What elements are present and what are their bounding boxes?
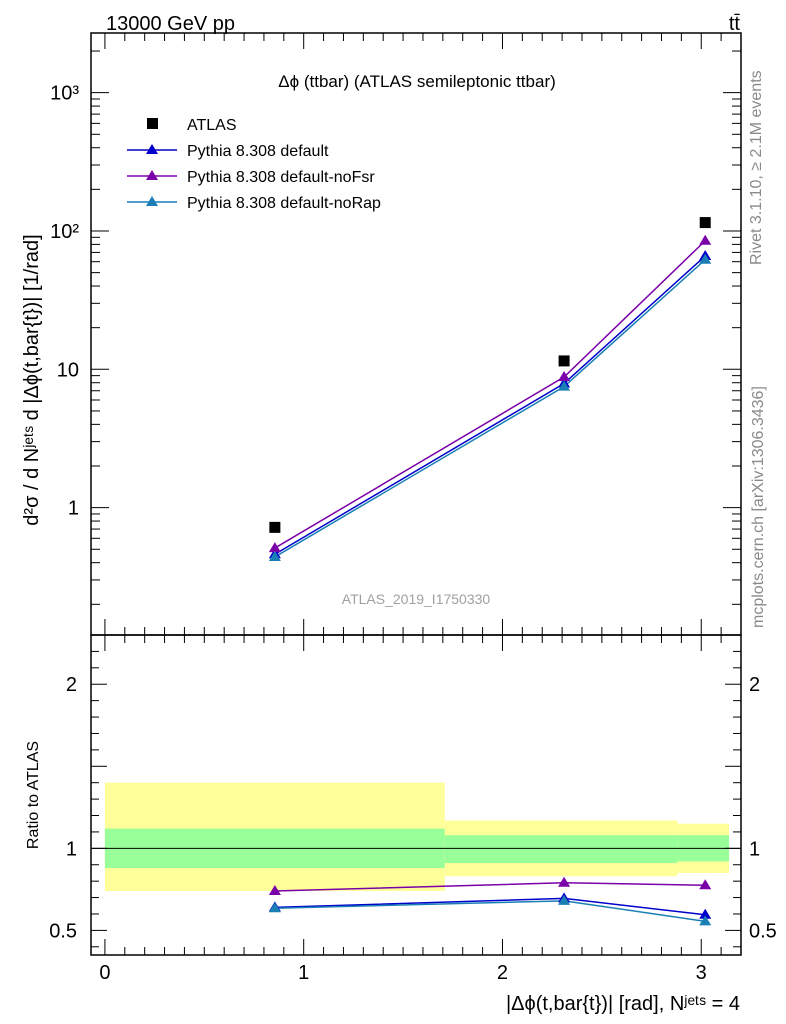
main-y-axis-label: d²σ / d Nʲᵉᵗˢ d |Δϕ(t,bar{t})| [1/rad]	[21, 234, 43, 525]
ratio-series-point-1	[558, 876, 571, 887]
x-axis-label: |Δϕ(t,bar{t})| [rad], Nʲᵉᵗˢ = 4	[506, 993, 740, 1015]
main-series-point-3	[699, 253, 712, 264]
ratio-series-point-2	[268, 902, 281, 913]
ratio-series-point-1	[699, 879, 712, 890]
main-y-tick-label: 10²	[50, 221, 79, 243]
legend-item-atlas: ATLAS	[147, 117, 237, 134]
ratio-uncertainty-bands	[91, 782, 741, 891]
main-series-point-3	[268, 550, 281, 561]
ratio-plot-frame	[90, 634, 742, 956]
ratio-y-tick-label-right: 0.5	[749, 920, 777, 942]
ratio-y-tick-label: 0.5	[49, 920, 77, 942]
atlas-data-point	[269, 521, 281, 533]
ratio-y-tick-label: 2	[66, 674, 77, 696]
legend-triangle-marker-icon	[146, 196, 158, 206]
main-series-line-2	[274, 240, 706, 549]
ratio-band-inner	[444, 835, 678, 864]
ratio-series-line-2	[274, 900, 706, 923]
legend-label-atlas: ATLAS	[187, 117, 237, 134]
legend-label-nofsr: Pythia 8.308 default-noFsr	[187, 169, 375, 186]
main-y-tick-label: 10	[57, 359, 79, 381]
ratio-series-point-2	[699, 915, 712, 926]
legend-label-default: Pythia 8.308 default	[187, 143, 329, 160]
axis-ticks: 1 10 10² 10³ 0 1 2 3 0.5 0.5 1 1 2 2	[49, 33, 777, 984]
x-tick-label: 1	[298, 962, 309, 984]
ratio-y-axis-label: Ratio to ATLAS	[25, 741, 42, 849]
main-series-point-3	[558, 380, 571, 391]
legend-item-default: Pythia 8.308 default	[127, 143, 329, 160]
atlas-data-point	[699, 217, 711, 229]
mcplots-side-label: mcplots.cern.ch [arXiv:1306.3436]	[750, 386, 767, 628]
legend-triangle-marker-icon	[146, 144, 158, 154]
plot-title: Δϕ (ttbar) (ATLAS semileptonic ttbar)	[278, 72, 556, 91]
energy-label: 13000 GeV pp	[106, 13, 235, 35]
legend-square-marker-icon	[147, 118, 158, 129]
legend-triangle-marker-icon	[146, 170, 158, 180]
process-label: tt̄	[729, 13, 741, 35]
legend-item-norap: Pythia 8.308 default-noRap	[127, 195, 381, 212]
main-series-point-2	[558, 370, 571, 381]
analysis-id-label: ATLAS_2019_I1750330	[342, 591, 491, 607]
legend-label-norap: Pythia 8.308 default-noRap	[187, 195, 381, 212]
ratio-y-tick-label: 1	[66, 838, 77, 860]
main-series-point-2	[268, 542, 281, 553]
ratio-series-point-0	[699, 908, 712, 919]
atlas-data-point	[558, 355, 570, 367]
legend-item-nofsr: Pythia 8.308 default-noFsr	[127, 169, 375, 186]
legend: ATLAS Pythia 8.308 default Pythia 8.308 …	[127, 117, 381, 212]
x-tick-label: 3	[696, 962, 707, 984]
ratio-series-point-1	[268, 885, 281, 895]
main-y-tick-label: 10³	[50, 83, 79, 105]
main-series-line-3	[274, 259, 706, 558]
x-tick-label: 0	[99, 962, 110, 984]
ratio-y-tick-label-right: 2	[749, 674, 760, 696]
ratio-y-tick-label-right: 1	[749, 838, 760, 860]
series-markers	[268, 217, 712, 926]
ratio-series-point-2	[558, 894, 571, 905]
main-y-tick-label: 1	[68, 498, 79, 520]
x-tick-label: 2	[497, 962, 508, 984]
rivet-side-label: Rivet 3.1.10, ≥ 2.1M events	[748, 70, 765, 265]
main-series-point-2	[699, 234, 712, 245]
